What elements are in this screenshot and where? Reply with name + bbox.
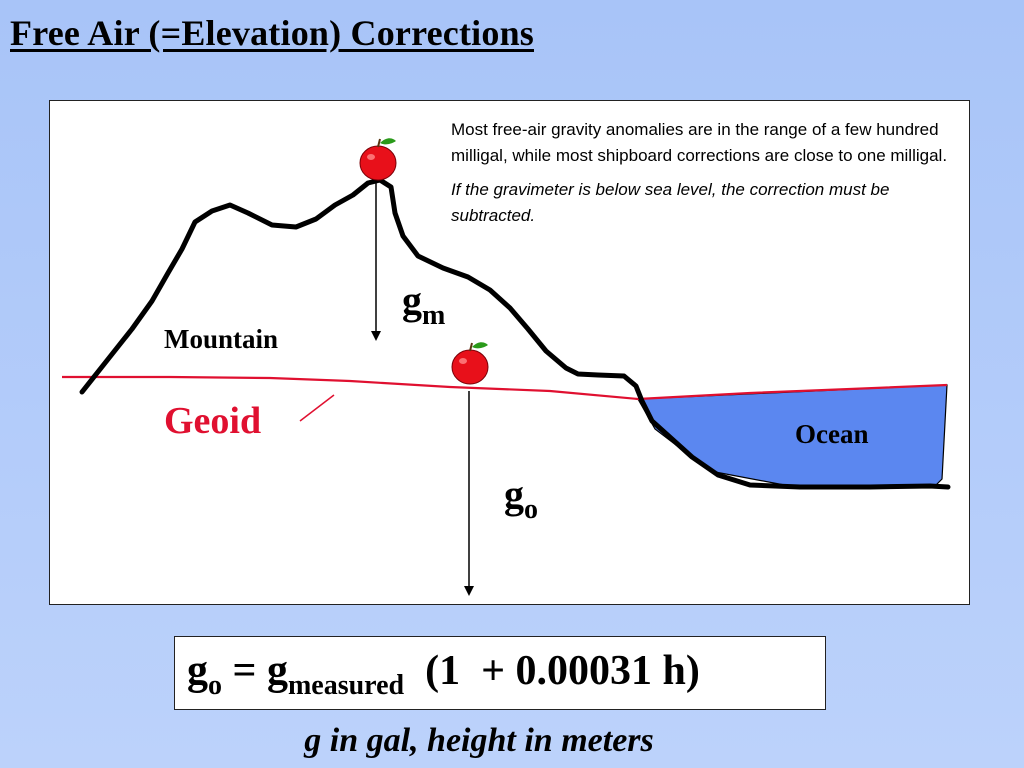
apple-icon — [359, 138, 397, 181]
formula-equals: = — [222, 648, 267, 694]
note-italic-text: If the gravimeter is below sea level, th… — [451, 180, 890, 225]
ocean-label: Ocean — [795, 419, 869, 449]
formula-rhs-tail: (1 + 0.00031 h) — [404, 648, 700, 694]
go-subscript: o — [524, 494, 538, 525]
formula-rhs: g — [266, 648, 288, 694]
formula-lhs: g — [187, 648, 208, 694]
explanatory-note: Most free-air gravity anomalies are in t… — [451, 117, 971, 229]
mountain-label: Mountain — [164, 324, 279, 354]
gm-base: g — [402, 278, 422, 323]
note-text: Most free-air gravity anomalies are in t… — [451, 120, 948, 165]
gm-subscript: m — [422, 300, 446, 331]
formula-rhs-sub: measured — [287, 670, 405, 701]
go-symbol: go — [504, 471, 538, 526]
diagram-panel: Most free-air gravity anomalies are in t… — [49, 100, 970, 605]
terrain-diagram — [62, 138, 951, 596]
page-title: Free Air (=Elevation) Corrections — [10, 13, 534, 53]
ocean-water — [636, 384, 948, 488]
apple-icon — [451, 342, 489, 385]
geoid-pointer — [299, 394, 335, 422]
units-caption: g in gal, height in meters — [304, 722, 654, 759]
gm-symbol: gm — [402, 277, 445, 332]
go-base: g — [504, 472, 524, 517]
geoid-line — [62, 375, 948, 401]
terrain-profile — [79, 177, 951, 490]
formula-lhs-sub: o — [208, 670, 222, 701]
formula-box: go = gmeasured (1 + 0.00031 h) — [174, 636, 826, 710]
geoid-label: Geoid — [164, 400, 262, 442]
